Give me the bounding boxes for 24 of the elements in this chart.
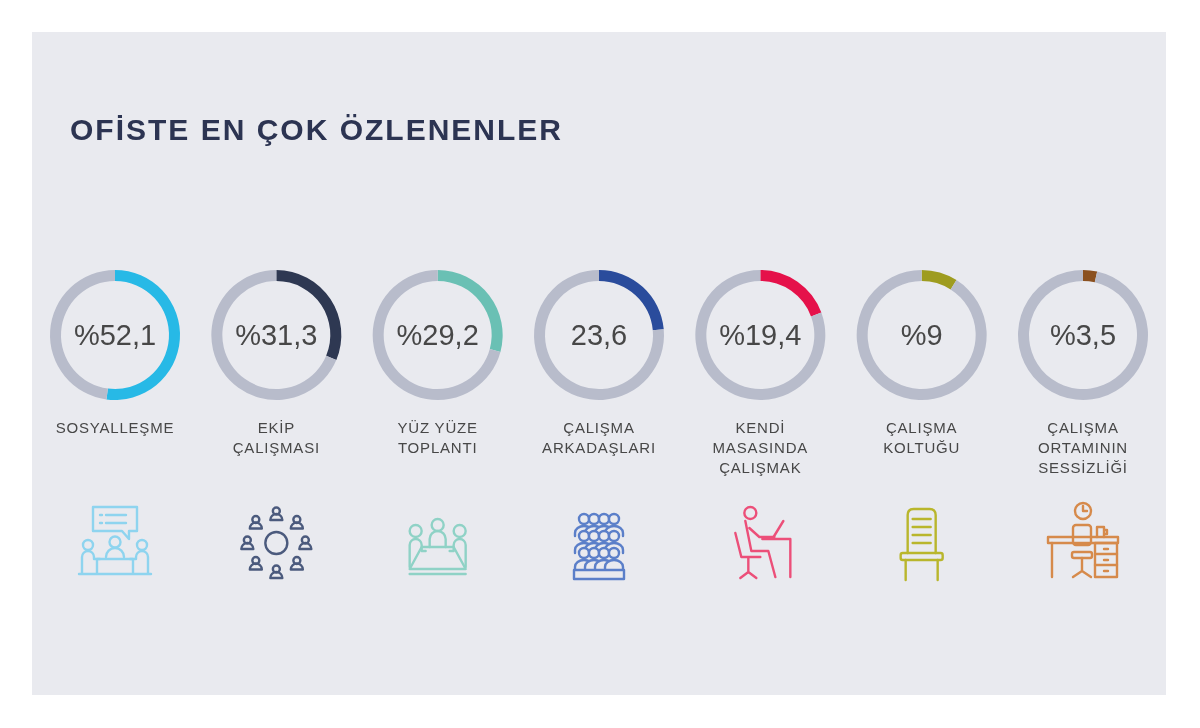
text: ÇALIŞMA ORTAMININ SESSİZLİĞİ <box>1038 419 1128 476</box>
donut-slice <box>856 270 987 400</box>
text: YÜZ YÜZE TOPLANTI <box>397 419 478 456</box>
donut-slice <box>534 270 664 400</box>
text: %9 <box>900 319 943 351</box>
text: %3,5 <box>1049 319 1117 351</box>
text: SOSYALLEŞME <box>55 419 175 436</box>
text: %29,2 <box>396 319 479 351</box>
donut-slice <box>1018 270 1148 400</box>
text: %31,3 <box>235 319 318 351</box>
text: EKİP ÇALIŞMASI <box>232 419 320 456</box>
text: OFİSTE EN ÇOK ÖZLENENLER <box>70 113 564 146</box>
text: 23,6 <box>570 319 628 351</box>
donut-slice <box>921 270 957 290</box>
text: %52,1 <box>73 319 157 351</box>
donut-slice <box>760 270 822 317</box>
donut-slice <box>695 270 826 400</box>
text: %19,4 <box>719 319 802 351</box>
donut-slice <box>1083 270 1098 283</box>
text: KENDİ MASASINDA ÇALIŞMAK <box>712 419 809 476</box>
text: ÇALIŞMA ARKADAŞLARI <box>542 419 656 456</box>
text: ÇALIŞMA KOLTUĞU <box>883 419 961 456</box>
donut-slice <box>211 270 337 400</box>
donut-slice <box>372 270 501 400</box>
